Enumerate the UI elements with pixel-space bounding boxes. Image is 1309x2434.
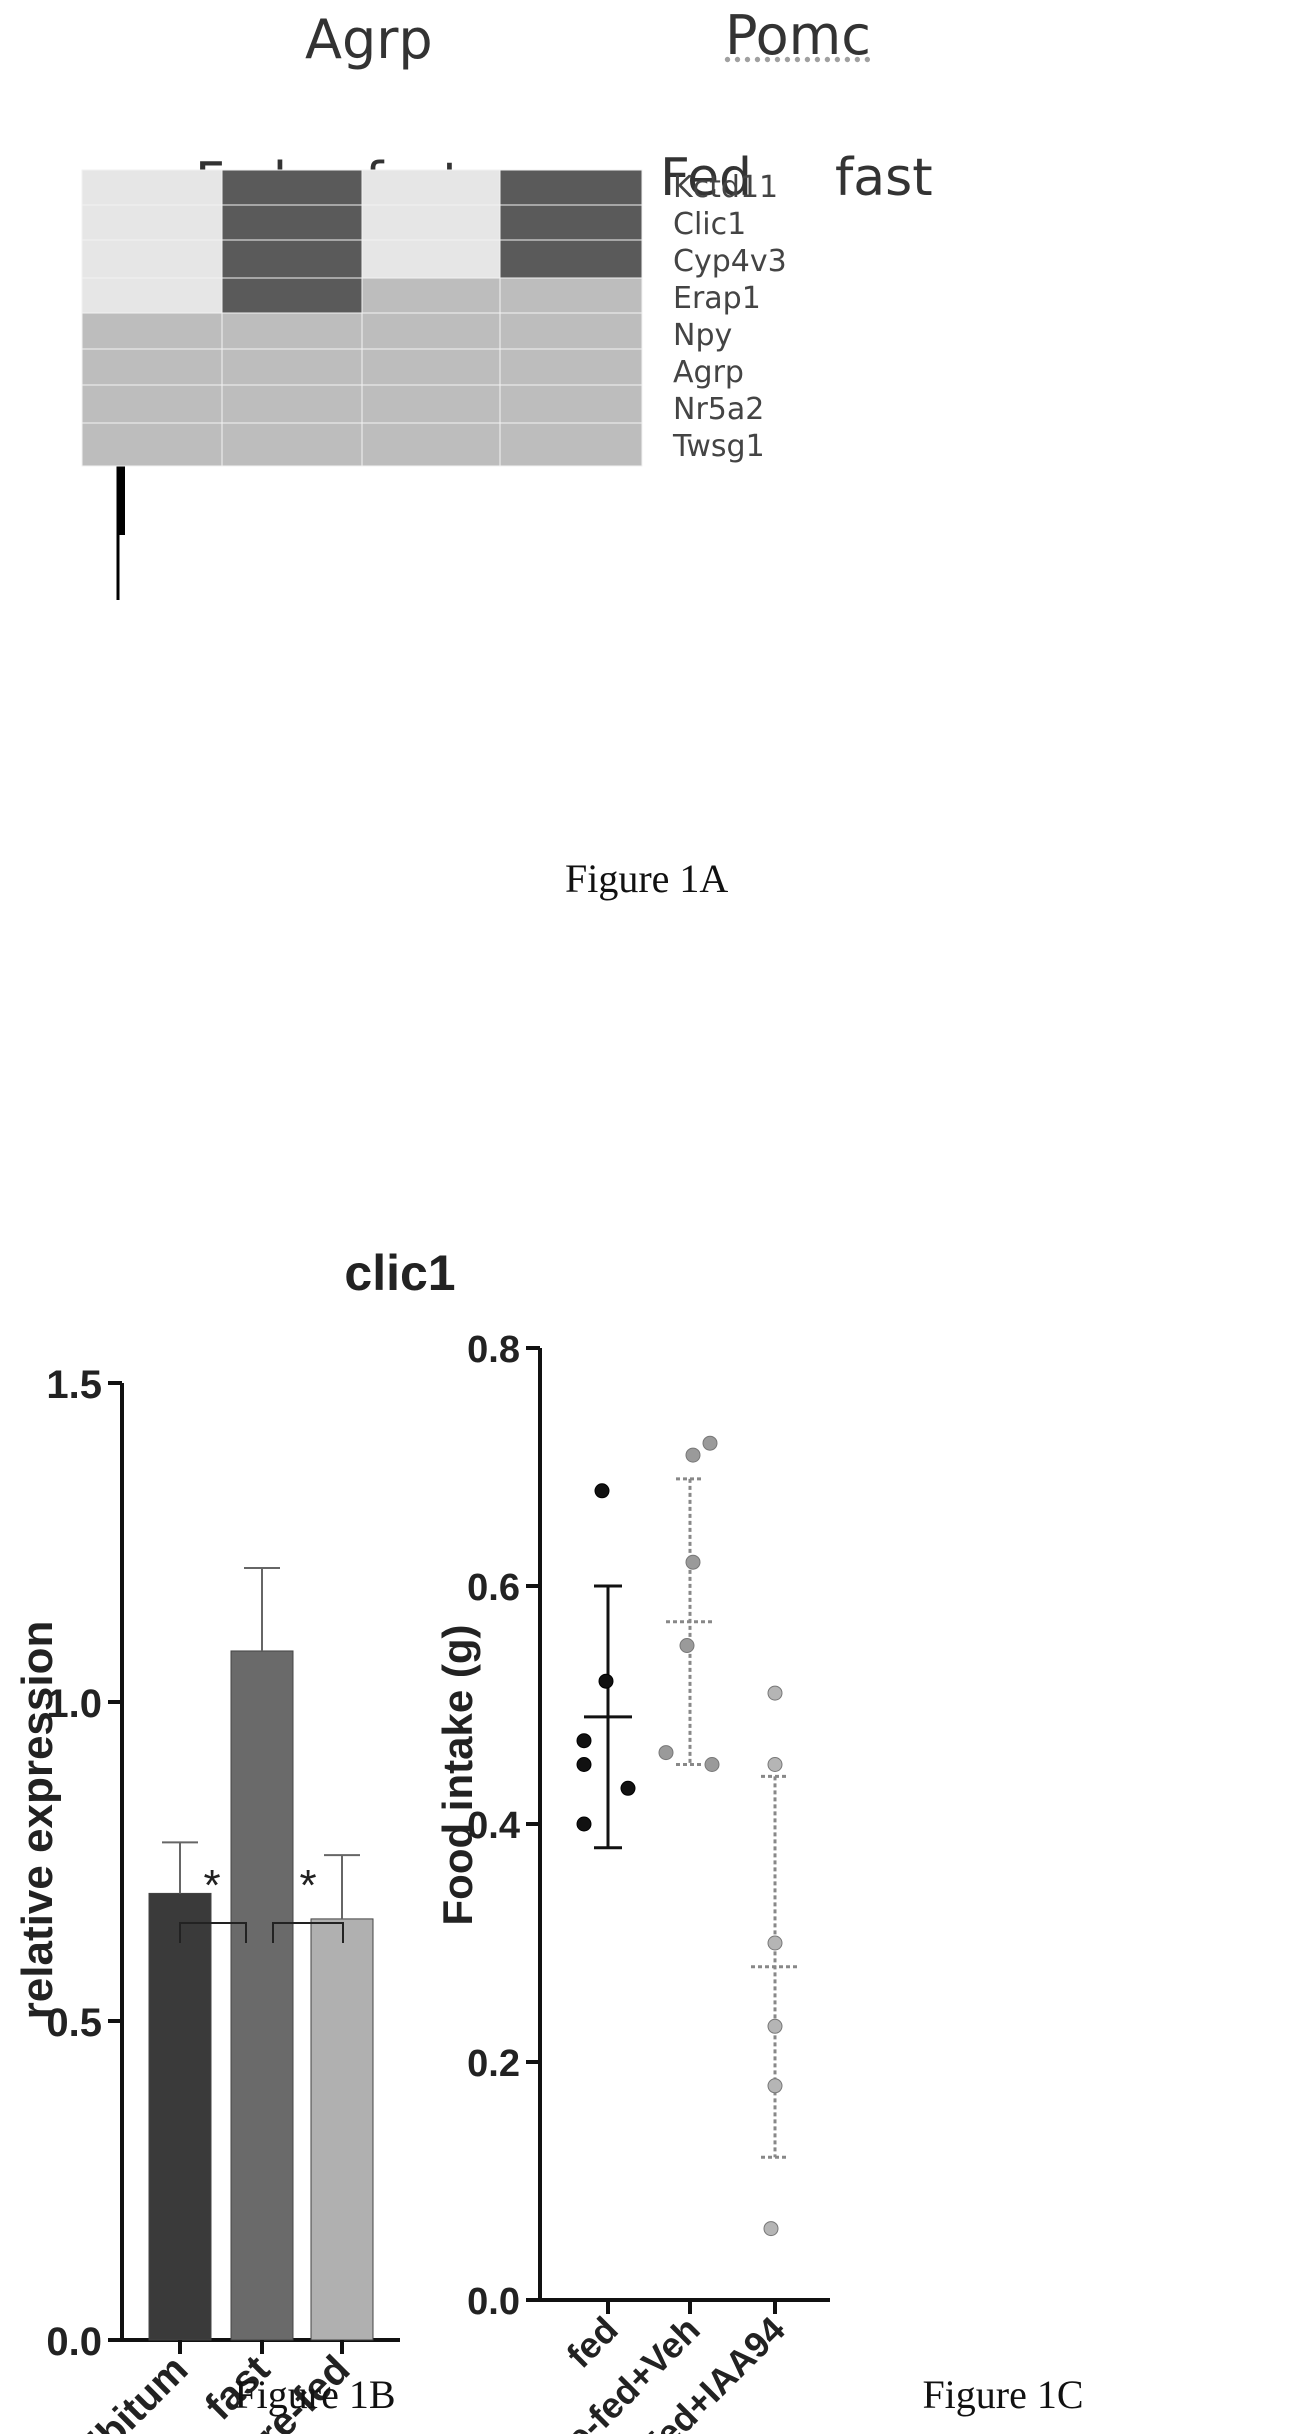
gene-label: Twsg1 bbox=[673, 429, 765, 464]
data-point bbox=[704, 1757, 720, 1772]
bar bbox=[148, 1892, 212, 2341]
figure-1b-bar-chart: clic1 relative expression 0.00.51.01.5ad… bbox=[13, 1245, 456, 2434]
data-point bbox=[576, 1733, 592, 1749]
heatmap-cell bbox=[221, 169, 363, 206]
data-point bbox=[685, 1554, 701, 1570]
data-point bbox=[767, 1757, 783, 1772]
significance-marker: * bbox=[203, 1861, 220, 1910]
data-point bbox=[767, 1685, 783, 1701]
heatmap-cell bbox=[361, 239, 501, 279]
data-point bbox=[576, 1757, 592, 1772]
heatmap-cell bbox=[81, 204, 223, 241]
heatmap-cell bbox=[499, 384, 643, 424]
group-label-pomc: Pomc bbox=[725, 4, 871, 67]
heatmap-cell bbox=[81, 277, 223, 314]
heatmap-cell bbox=[361, 169, 501, 206]
group-label-agrp: Agrp bbox=[305, 8, 433, 71]
data-point bbox=[658, 1745, 674, 1761]
heatmap-cell bbox=[81, 348, 223, 386]
heatmap-cell bbox=[221, 204, 363, 241]
chart-title: clic1 bbox=[344, 1245, 455, 1301]
heatmap-cell bbox=[361, 204, 501, 241]
caption-figure-1b: Figure 1B bbox=[234, 2372, 395, 2417]
caption-figure-1c: Figure 1C bbox=[922, 2372, 1083, 2417]
y-tick-label: 1.5 bbox=[46, 1363, 102, 1407]
gene-label: Nr5a2 bbox=[673, 392, 765, 427]
x-tick-label: fed bbox=[558, 2309, 625, 2376]
heatmap-cell bbox=[81, 239, 223, 279]
heatmap-cell bbox=[361, 312, 501, 350]
heatmap bbox=[81, 169, 643, 600]
significance-bracket bbox=[179, 1922, 247, 1943]
heatmap-cell bbox=[221, 312, 363, 350]
y-tick-label: 1.0 bbox=[46, 1682, 102, 1726]
heatmap-cell bbox=[499, 277, 643, 314]
gene-label: Cyp4v3 bbox=[673, 244, 787, 279]
bar bbox=[230, 1650, 294, 2341]
data-point bbox=[685, 1447, 701, 1463]
heatmap-cell bbox=[221, 277, 363, 314]
data-point bbox=[763, 2221, 779, 2237]
heatmap-cell bbox=[221, 384, 363, 424]
gene-label: Agrp bbox=[673, 355, 744, 390]
gene-label: Erap1 bbox=[673, 281, 761, 316]
heatmap-cell bbox=[361, 277, 501, 314]
y-tick-label: 0.2 bbox=[467, 2043, 520, 2085]
heatmap-cell bbox=[221, 348, 363, 386]
heatmap-cell bbox=[499, 348, 643, 386]
figure-1c-scatter-chart: Food intake (g) 0.00.20.40.60.8fedre-fed… bbox=[434, 1329, 1084, 2434]
condition-label-pomc-fed: Fed bbox=[660, 148, 753, 208]
gene-label: Clic1 bbox=[673, 207, 747, 242]
data-point bbox=[598, 1673, 614, 1689]
heatmap-cell bbox=[221, 422, 363, 467]
data-point bbox=[767, 2078, 783, 2094]
y-tick-label: 0.6 bbox=[467, 1567, 520, 1609]
data-point bbox=[576, 1816, 592, 1832]
y-tick-label: 0.8 bbox=[467, 1329, 520, 1371]
data-point bbox=[594, 1483, 610, 1499]
y-tick-label: 0.5 bbox=[46, 2001, 102, 2045]
heatmap-cell bbox=[81, 384, 223, 424]
y-axis-label: Food intake (g) bbox=[434, 1625, 481, 1926]
gene-label: Npy bbox=[673, 318, 733, 353]
heatmap-cell bbox=[361, 384, 501, 424]
bar bbox=[310, 1918, 374, 2341]
heatmap-cell bbox=[361, 422, 501, 467]
y-tick-label: 0.4 bbox=[467, 1805, 520, 1847]
data-point bbox=[767, 2018, 783, 2034]
heatmap-cell bbox=[81, 169, 223, 206]
significance-bracket bbox=[272, 1922, 344, 1943]
gene-label: Kctd11 bbox=[673, 170, 779, 205]
data-point bbox=[702, 1435, 718, 1451]
condition-label-pomc-fast: fast bbox=[835, 148, 933, 208]
heatmap-cell bbox=[81, 312, 223, 350]
data-point bbox=[679, 1638, 695, 1653]
caption-figure-1a: Figure 1A bbox=[565, 856, 729, 901]
heatmap-cell bbox=[499, 422, 643, 467]
heatmap-cell bbox=[499, 312, 643, 350]
y-tick-label: 0.0 bbox=[46, 2320, 102, 2364]
heatmap-cell bbox=[499, 169, 643, 206]
y-tick-label: 0.0 bbox=[467, 2281, 520, 2323]
heatmap-cell bbox=[361, 348, 501, 386]
heatmap-cell bbox=[499, 239, 643, 279]
heatmap-cell bbox=[499, 204, 643, 241]
heatmap-cell bbox=[81, 422, 223, 467]
heatmap-cell bbox=[221, 239, 363, 279]
y-axis-label: relative expression bbox=[13, 1621, 62, 2020]
significance-marker: * bbox=[299, 1861, 316, 1910]
data-point bbox=[767, 1935, 783, 1951]
data-point bbox=[620, 1780, 636, 1796]
